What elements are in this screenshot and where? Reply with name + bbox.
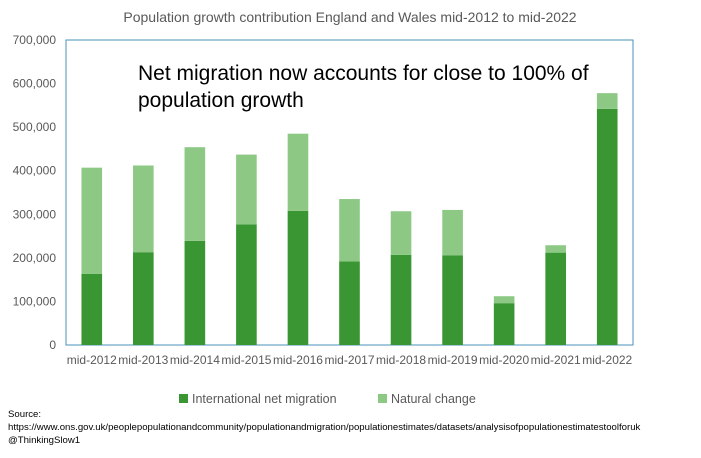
y-tick-label: 700,000 — [13, 33, 57, 47]
legend-label: International net migration — [192, 392, 337, 406]
bar-natural-change — [287, 133, 309, 211]
x-tick-label: mid-2020 — [479, 353, 529, 367]
x-tick-label: mid-2016 — [273, 353, 323, 367]
bar-natural-change — [339, 199, 360, 262]
bar-net-migration — [184, 240, 206, 345]
bar-natural-change — [133, 165, 154, 253]
y-tick-label: 500,000 — [13, 120, 57, 134]
bar-natural-change — [184, 147, 206, 241]
y-axis: 0 100,000 200,000 300,000 400,000 500,000 600,… — [13, 33, 57, 352]
y-tick-label: 600,000 — [13, 77, 57, 91]
x-tick-label: mid-2014 — [170, 353, 220, 367]
y-tick-label: 400,000 — [13, 164, 57, 178]
x-tick-label: mid-2022 — [582, 353, 632, 367]
bar-natural-change — [596, 93, 618, 109]
x-tick-label: mid-2015 — [221, 353, 271, 367]
bar-net-migration — [390, 254, 412, 345]
legend-swatch — [179, 394, 188, 403]
y-tick-label: 100,000 — [13, 294, 57, 308]
annotation-line-2: population growth — [138, 89, 304, 112]
source-credit: @ThinkingSlow1 — [8, 435, 81, 446]
y-tick-label: 0 — [49, 338, 56, 352]
y-tick-label: 300,000 — [13, 207, 57, 221]
bar-net-migration — [81, 273, 103, 345]
bar-natural-change — [81, 167, 103, 274]
bar-net-migration — [287, 210, 309, 345]
bar-net-migration — [493, 303, 515, 345]
bar-natural-change — [390, 211, 412, 255]
bar-natural-change — [545, 245, 566, 253]
bar-net-migration — [596, 108, 618, 345]
legend-label: Natural change — [391, 392, 476, 406]
annotation-line-1: Net migration now accounts for close to … — [138, 62, 589, 85]
bar-net-migration — [545, 252, 566, 345]
x-tick-label: mid-2012 — [67, 353, 117, 367]
bar-natural-change — [236, 154, 257, 225]
x-tick-label: mid-2019 — [428, 353, 478, 367]
x-tick-label: mid-2013 — [118, 353, 168, 367]
source-url[interactable]: https://www.ons.gov.uk/peoplepopulationa… — [8, 422, 641, 433]
source-label: Source: — [8, 409, 42, 420]
bar-net-migration — [133, 252, 154, 345]
bar-natural-change — [442, 209, 463, 256]
legend-swatch — [378, 394, 387, 403]
x-tick-label: mid-2017 — [324, 353, 374, 367]
x-tick-label: mid-2018 — [376, 353, 426, 367]
chart-title: Population growth contribution England a… — [123, 9, 576, 25]
legend: International net migration Natural chang… — [179, 392, 476, 406]
bar-net-migration — [442, 255, 463, 345]
x-tick-label: mid-2021 — [531, 353, 581, 367]
bar-net-migration — [236, 224, 257, 345]
x-axis: mid-2012 mid-2013 mid-2014 mid-2015 mid-2016… — [67, 353, 633, 367]
y-tick-label: 200,000 — [13, 251, 57, 265]
bars — [81, 93, 618, 345]
bar-natural-change — [493, 296, 515, 304]
bar-net-migration — [339, 261, 360, 345]
source-note: Source: https://www.ons.gov.uk/peoplepop… — [8, 408, 640, 447]
